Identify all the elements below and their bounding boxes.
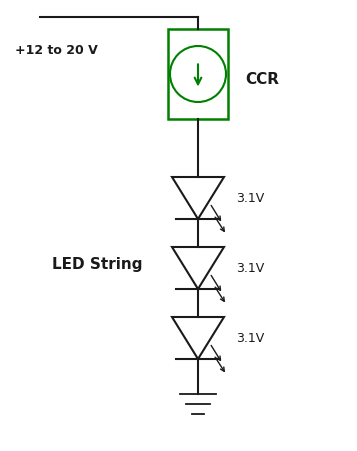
Text: LED String: LED String bbox=[52, 257, 142, 272]
Text: CCR: CCR bbox=[245, 72, 279, 87]
Bar bbox=[168, 30, 228, 120]
Text: 3.1V: 3.1V bbox=[236, 192, 264, 205]
Text: +12 to 20 V: +12 to 20 V bbox=[15, 43, 98, 56]
Text: 3.1V: 3.1V bbox=[236, 262, 264, 275]
Text: 3.1V: 3.1V bbox=[236, 332, 264, 345]
